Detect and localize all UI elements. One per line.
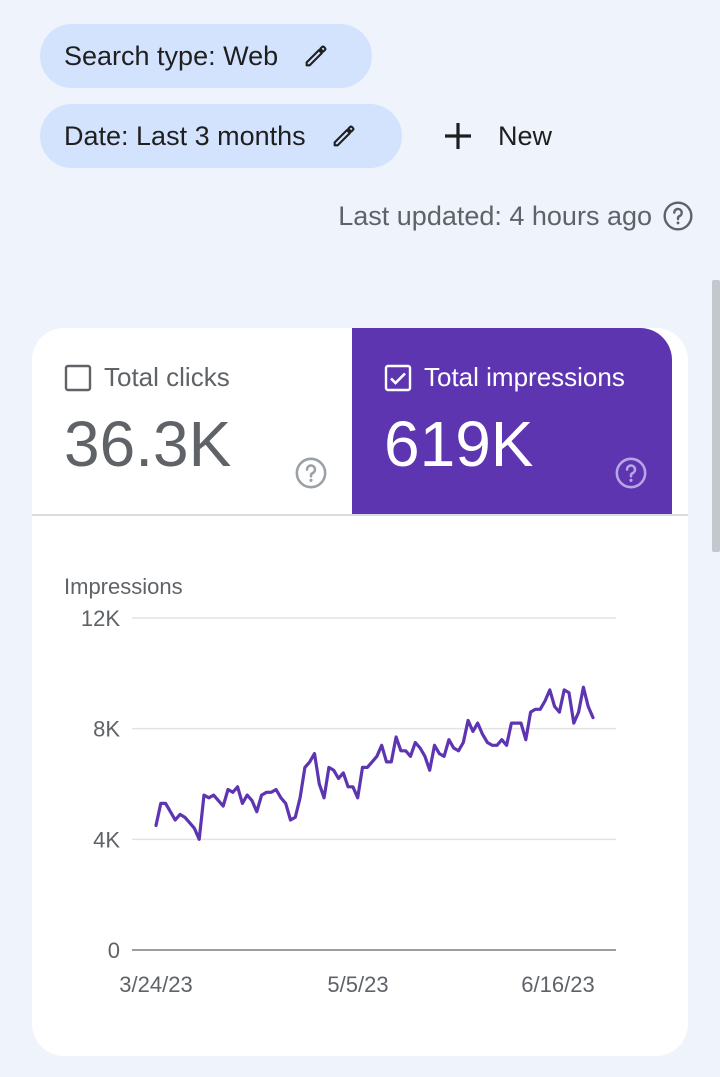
- x-tick-label: 6/16/23: [521, 972, 594, 997]
- search-type-filter-chip[interactable]: Search type: Web: [40, 24, 372, 88]
- plus-icon: [440, 118, 476, 154]
- impressions-chart: Impressions 12K 8K 4K 0 3/24/23 5/5/23 6/16/23: [32, 516, 688, 1056]
- y-tick-label: 4K: [93, 827, 120, 852]
- page-scrollbar[interactable]: [712, 280, 720, 552]
- tile-divider: [32, 514, 688, 516]
- y-tick-label: 0: [108, 938, 120, 963]
- last-updated-status: Last updated: 4 hours ago: [338, 196, 694, 236]
- y-tick-label: 8K: [93, 717, 120, 742]
- impressions-chart-svg: Impressions 12K 8K 4K 0 3/24/23 5/5/23 6/16/23: [64, 574, 616, 997]
- checkbox-unchecked-icon[interactable]: [64, 364, 92, 392]
- new-filter-label: New: [498, 120, 553, 151]
- total-impressions-tile[interactable]: Total impressions 619K: [352, 328, 672, 514]
- total-impressions-label: Total impressions: [424, 362, 625, 392]
- total-impressions-value: 619K: [384, 408, 534, 480]
- last-updated-text: Last updated: 4 hours ago: [338, 200, 652, 231]
- date-filter-chip[interactable]: Date: Last 3 months: [40, 104, 402, 168]
- pencil-icon: [302, 42, 330, 70]
- help-icon[interactable]: [294, 456, 328, 490]
- x-tick-label: 5/5/23: [327, 972, 388, 997]
- y-tick-label: 12K: [81, 606, 120, 631]
- help-icon[interactable]: [614, 456, 648, 490]
- y-axis-title: Impressions: [64, 574, 183, 599]
- total-clicks-tile[interactable]: Total clicks 36.3K: [32, 328, 352, 514]
- help-icon[interactable]: [662, 200, 694, 232]
- x-tick-label: 3/24/23: [119, 972, 192, 997]
- performance-card: Total clicks 36.3K Total impressions 619…: [32, 328, 688, 1056]
- checkbox-checked-icon[interactable]: [384, 364, 412, 392]
- new-filter-button[interactable]: New: [440, 112, 552, 160]
- pencil-icon: [330, 122, 358, 150]
- search-type-filter-label: Search type: Web: [64, 40, 279, 71]
- total-clicks-value: 36.3K: [64, 408, 232, 480]
- total-clicks-label: Total clicks: [104, 362, 230, 392]
- impressions-series-line: [154, 685, 595, 841]
- date-filter-label: Date: Last 3 months: [64, 120, 306, 151]
